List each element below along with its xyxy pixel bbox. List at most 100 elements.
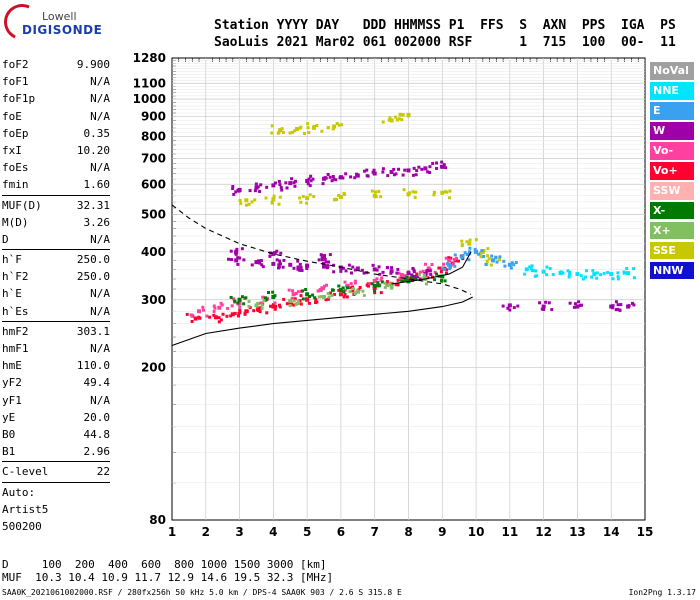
param-label: foE [2,109,22,123]
echo-point [396,118,400,122]
echo-point [230,304,234,308]
echo-point [433,278,437,282]
echo-point [506,306,510,310]
echo-point [273,307,277,311]
echo-point [611,277,615,281]
echo-point [244,198,249,203]
param-row: foEp 0.35 [2,125,110,142]
echo-point [328,175,332,179]
echo-point [449,256,453,260]
header-line2: SaoLuis 2021 Mar02 061 002000 RSF 1 715 … [214,35,676,50]
echo-point [412,270,416,274]
echo-point [468,246,472,250]
echo-point [238,308,242,312]
echo-point [278,183,282,187]
echo-point [201,308,205,312]
echo-point [512,263,516,267]
param-value: N/A [90,161,110,175]
echo-point [326,297,330,301]
echo-point [225,314,229,318]
echo-point [530,264,534,268]
param-value: 9.900 [76,58,110,71]
echo-point [320,256,324,260]
y-tick-label: 400 [141,245,166,259]
echo-point [411,190,415,194]
param-value: 303.1 [76,324,110,338]
param-row: foE N/A [2,108,110,125]
echo-point [443,279,447,283]
echo-point [277,202,281,206]
echo-point [197,315,201,319]
echo-point [400,118,404,122]
echo-point [284,181,288,185]
echo-point [503,264,507,268]
echo-point [448,196,452,200]
echo-point [440,279,444,283]
x-tick-label: 15 [637,525,654,539]
echo-point [320,129,324,133]
echo-point [245,309,249,313]
param-row: foF2 9.900 [2,56,110,73]
echo-point [509,266,513,270]
echo-point [351,287,355,291]
echo-point [236,301,240,305]
echo-point [330,179,334,183]
echo-point [417,165,421,169]
echo-point [305,178,310,183]
echo-point [453,264,457,268]
echo-point [433,270,437,274]
param-separator [2,249,110,251]
echo-point [406,193,410,197]
echo-point [442,262,446,266]
echo-point [316,289,320,293]
echo-point [353,268,357,272]
echo-point [428,269,432,273]
echo-point [253,189,257,193]
echo-point [390,266,394,270]
echo-point [465,252,469,256]
echo-point [345,284,349,288]
legend-item-noval: NoVal [650,62,694,80]
param-value: 20.0 [83,410,111,424]
y-tick-label: 1100 [133,76,166,90]
param-label: D [2,232,9,246]
echo-point [273,294,277,298]
echo-point [273,301,277,305]
echo-point [201,305,205,309]
echo-point [373,291,377,295]
param-row: yF2 49.4 [2,374,110,391]
echo-point [445,262,449,266]
echo-point [372,283,377,288]
echo-point [314,298,318,302]
param-label: B0 [2,427,16,441]
echo-point [403,278,407,282]
echo-point [236,256,240,260]
echo-point [403,274,407,278]
echo-point [456,259,460,263]
echo-point [264,296,268,300]
echo-point [544,300,548,304]
echo-point [426,170,430,174]
echo-point [460,255,464,259]
param-value: N/A [90,75,110,89]
echo-point [280,188,284,192]
echo-point [288,298,293,303]
echo-point [326,291,330,295]
echo-point [448,189,452,193]
echo-point [490,254,494,258]
echo-point [396,267,400,271]
echo-point [415,272,419,276]
echo-point [602,271,606,275]
echo-point [401,279,405,283]
echo-point [229,249,233,253]
echo-point [305,266,309,270]
echo-point [418,270,422,274]
param-value: 110.0 [76,359,110,373]
echo-point [334,178,338,182]
echo-point [233,311,237,315]
echo-point [398,113,402,117]
echo-point [426,266,431,271]
echo-point [581,277,585,281]
echo-point [616,303,620,307]
echo-point [307,131,311,135]
